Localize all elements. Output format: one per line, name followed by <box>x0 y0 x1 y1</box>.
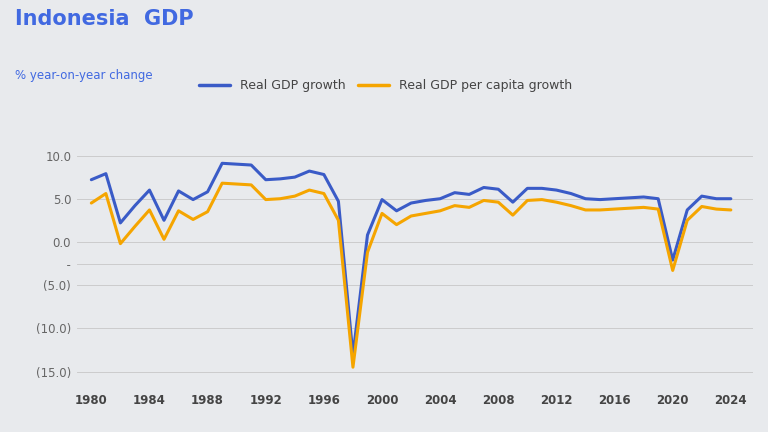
Real GDP per capita growth <box>727 207 736 213</box>
Real GDP growth <box>160 218 169 223</box>
Real GDP per capita growth <box>552 200 561 205</box>
Real GDP per capita growth <box>174 208 183 213</box>
Real GDP growth <box>319 172 329 177</box>
Real GDP growth <box>247 162 256 168</box>
Real GDP growth <box>261 177 270 182</box>
Real GDP growth <box>392 208 401 213</box>
Real GDP per capita growth <box>624 206 634 211</box>
Real GDP per capita growth <box>290 194 300 199</box>
Real GDP growth <box>697 194 707 199</box>
Real GDP per capita growth <box>639 205 648 210</box>
Real GDP growth <box>116 220 125 226</box>
Real GDP per capita growth <box>566 203 575 208</box>
Real GDP growth <box>538 186 547 191</box>
Real GDP growth <box>203 189 212 194</box>
Real GDP per capita growth <box>188 217 197 222</box>
Text: % year-on-year change: % year-on-year change <box>15 69 153 82</box>
Real GDP growth <box>435 196 445 201</box>
Real GDP per capita growth <box>131 224 140 229</box>
Real GDP growth <box>523 186 532 191</box>
Real GDP growth <box>406 200 415 206</box>
Real GDP growth <box>188 197 197 202</box>
Real GDP growth <box>349 353 358 358</box>
Real GDP growth <box>276 176 285 181</box>
Real GDP growth <box>479 185 488 190</box>
Real GDP per capita growth <box>87 200 96 206</box>
Real GDP growth <box>639 194 648 200</box>
Real GDP per capita growth <box>261 197 270 202</box>
Legend: Real GDP growth, Real GDP per capita growth: Real GDP growth, Real GDP per capita gro… <box>194 74 578 97</box>
Real GDP per capita growth <box>203 209 212 214</box>
Real GDP growth <box>174 188 183 194</box>
Real GDP growth <box>595 197 604 202</box>
Real GDP per capita growth <box>421 211 430 216</box>
Real GDP per capita growth <box>362 250 372 255</box>
Real GDP per capita growth <box>232 181 241 187</box>
Real GDP per capita growth <box>377 211 386 216</box>
Real GDP per capita growth <box>697 204 707 209</box>
Real GDP per capita growth <box>319 191 329 196</box>
Real GDP per capita growth <box>247 182 256 187</box>
Real GDP per capita growth <box>101 191 111 196</box>
Real GDP growth <box>421 198 430 203</box>
Real GDP growth <box>377 197 386 202</box>
Real GDP per capita growth <box>508 213 518 218</box>
Line: Real GDP growth: Real GDP growth <box>91 163 731 355</box>
Line: Real GDP per capita growth: Real GDP per capita growth <box>91 183 731 367</box>
Real GDP per capita growth <box>479 198 488 203</box>
Real GDP per capita growth <box>450 203 459 208</box>
Real GDP growth <box>290 175 300 180</box>
Real GDP growth <box>131 203 140 208</box>
Real GDP growth <box>450 190 459 195</box>
Real GDP per capita growth <box>712 206 721 212</box>
Real GDP growth <box>683 207 692 213</box>
Real GDP per capita growth <box>160 237 169 242</box>
Real GDP growth <box>712 196 721 201</box>
Real GDP per capita growth <box>538 197 547 202</box>
Real GDP per capita growth <box>581 207 590 213</box>
Real GDP growth <box>362 232 372 238</box>
Real GDP per capita growth <box>334 218 343 223</box>
Real GDP per capita growth <box>668 268 677 273</box>
Real GDP growth <box>624 195 634 200</box>
Real GDP growth <box>610 196 619 201</box>
Real GDP growth <box>668 257 677 263</box>
Real GDP per capita growth <box>465 205 474 210</box>
Real GDP per capita growth <box>523 198 532 203</box>
Real GDP per capita growth <box>349 365 358 370</box>
Real GDP growth <box>87 177 96 182</box>
Real GDP growth <box>654 196 663 201</box>
Real GDP per capita growth <box>305 187 314 193</box>
Real GDP per capita growth <box>406 213 415 219</box>
Real GDP growth <box>727 196 736 201</box>
Real GDP growth <box>566 191 575 196</box>
Real GDP growth <box>217 161 227 166</box>
Real GDP per capita growth <box>276 196 285 201</box>
Real GDP growth <box>232 162 241 167</box>
Real GDP per capita growth <box>654 206 663 212</box>
Real GDP growth <box>552 187 561 193</box>
Real GDP growth <box>101 171 111 176</box>
Real GDP per capita growth <box>595 207 604 213</box>
Real GDP growth <box>305 168 314 174</box>
Real GDP growth <box>508 200 518 205</box>
Real GDP growth <box>494 187 503 192</box>
Real GDP per capita growth <box>610 206 619 212</box>
Real GDP per capita growth <box>683 218 692 223</box>
Real GDP growth <box>465 192 474 197</box>
Real GDP growth <box>334 199 343 204</box>
Real GDP per capita growth <box>494 200 503 205</box>
Real GDP per capita growth <box>392 222 401 227</box>
Real GDP growth <box>145 187 154 193</box>
Real GDP growth <box>581 196 590 201</box>
Real GDP per capita growth <box>145 207 154 213</box>
Real GDP per capita growth <box>435 208 445 213</box>
Real GDP per capita growth <box>116 241 125 246</box>
Real GDP per capita growth <box>217 181 227 186</box>
Text: Indonesia  GDP: Indonesia GDP <box>15 9 194 29</box>
